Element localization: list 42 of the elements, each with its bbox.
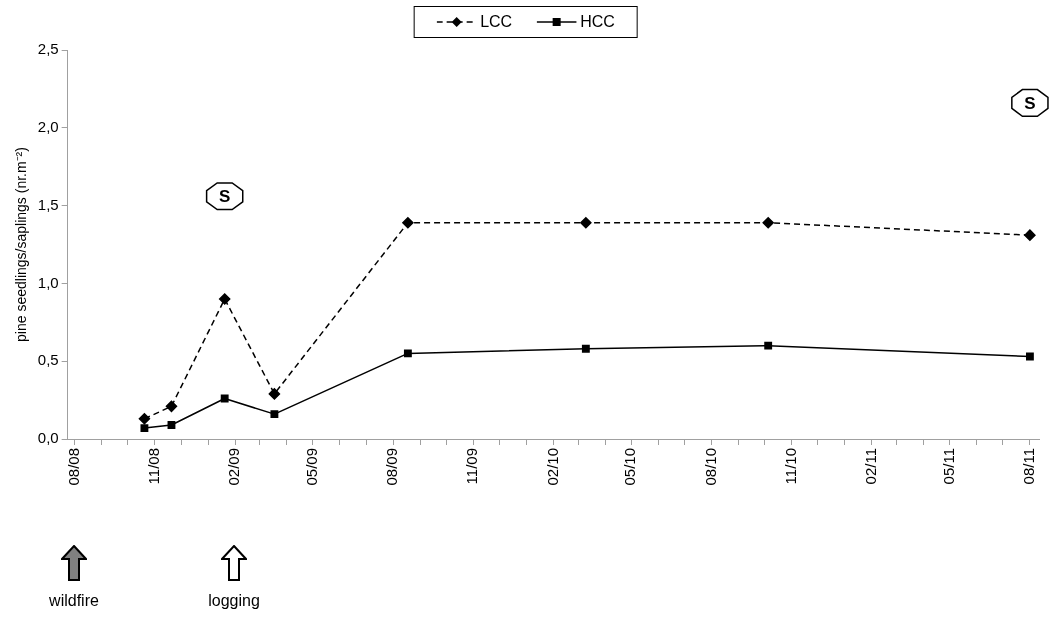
point <box>580 216 592 229</box>
text: logging <box>207 592 261 610</box>
x-tick-label: 11/09 <box>463 448 481 485</box>
point <box>165 400 178 413</box>
legend-label: HCC <box>580 13 615 31</box>
point <box>762 216 774 229</box>
point <box>140 424 149 433</box>
y-tick-label: 2,0 <box>37 117 59 135</box>
x-tick-label: 08/09 <box>383 448 401 486</box>
point <box>218 293 231 305</box>
x-tick-label: 02/09 <box>225 448 243 486</box>
legend-label: LCC <box>480 13 513 31</box>
point <box>764 341 773 350</box>
point <box>167 421 176 429</box>
point <box>403 349 412 358</box>
annotation: S <box>1024 93 1036 113</box>
point <box>1025 352 1034 361</box>
x-tick-label: 11/08 <box>145 448 163 485</box>
y-tick-label: 2,5 <box>37 40 59 58</box>
point <box>268 388 281 400</box>
x-tick-label: 05/09 <box>302 448 320 486</box>
x-tick-label: 08/10 <box>701 448 719 486</box>
y-tick-label: 1,0 <box>37 273 59 291</box>
point <box>270 410 279 419</box>
point <box>1024 229 1036 241</box>
y-tick-label: 0,0 <box>37 429 59 447</box>
point <box>581 344 590 353</box>
point <box>138 413 151 425</box>
x-tick-label: 05/11 <box>939 448 957 485</box>
y-tick-label: 0,5 <box>37 351 59 369</box>
y-tick-label: 1,5 <box>37 195 59 213</box>
x-tick-label: 08/08 <box>64 448 82 486</box>
x-tick-label: 02/10 <box>543 448 561 486</box>
point <box>402 216 414 229</box>
x-tick-label: 02/11 <box>862 448 880 485</box>
x-tick-label: 08/11 <box>1020 448 1038 485</box>
text: wildfire <box>48 592 100 610</box>
x-tick-label: 05/10 <box>621 448 639 486</box>
x-tick-label: 11/10 <box>781 448 799 485</box>
annotation: S <box>219 186 231 206</box>
point <box>220 394 229 403</box>
y-axis-title: pine seedlings/saplings (nr.m⁻²) <box>13 147 30 342</box>
